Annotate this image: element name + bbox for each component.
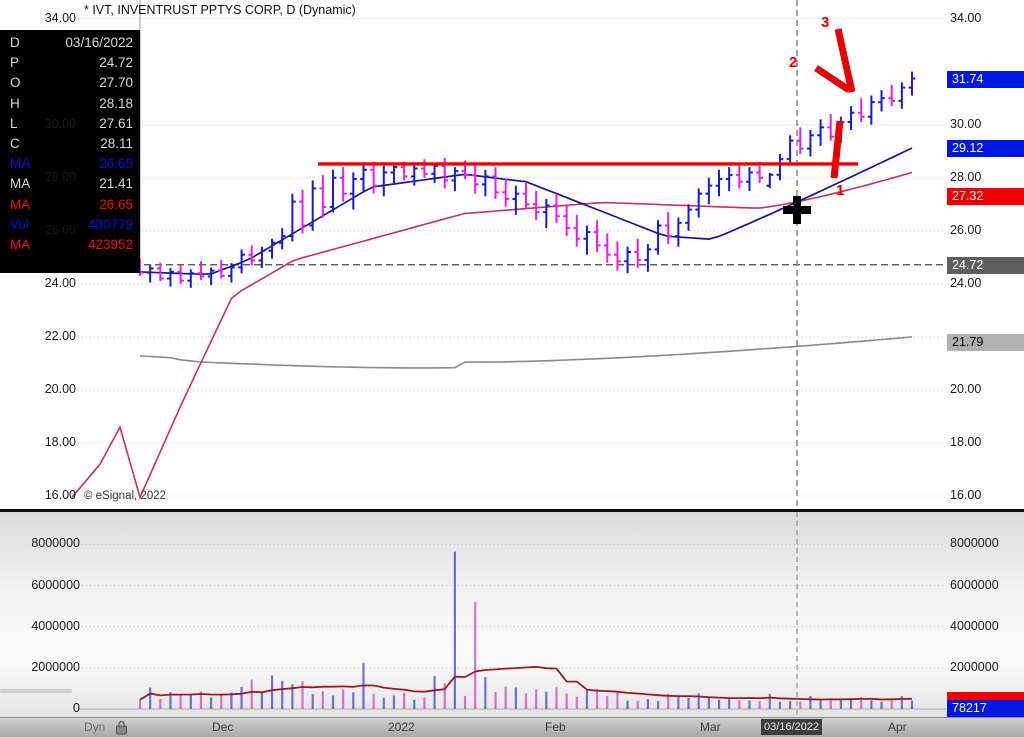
- price-axis-label-left: 20.00: [44, 381, 76, 396]
- data-window-value: 28.11: [100, 136, 133, 152]
- data-window-value: 27.61: [99, 115, 133, 131]
- data-window-key: H: [10, 95, 20, 111]
- data-window-key: MA: [10, 196, 31, 212]
- data-window-value: 423952: [87, 237, 133, 253]
- data-window-value: 26.65: [99, 196, 133, 212]
- annotation-label-1[interactable]: 1: [836, 182, 845, 199]
- price-axis-label-right: 18.00: [950, 434, 982, 449]
- pane-divider: [0, 509, 1024, 512]
- dyn-label[interactable]: Dyn: [84, 720, 106, 734]
- chart-title: * IVT, INVENTRUST PPTYS CORP, D (Dynamic…: [84, 3, 356, 17]
- volume-badge[interactable]: 78217: [947, 700, 1024, 717]
- data-window-row: C 28.11: [0, 134, 140, 154]
- time-axis[interactable]: Dyn Dec 2022 Feb Mar Apr 03/16/2022: [0, 717, 1024, 737]
- price-badge[interactable]: 29.12: [947, 140, 1024, 158]
- data-window-key: O: [10, 75, 21, 91]
- data-window-key: MA: [10, 176, 31, 192]
- price-axis-label-right: 16.00: [950, 488, 982, 503]
- data-window-row: H 28.18: [0, 94, 140, 114]
- price-badge[interactable]: 27.32: [947, 187, 1024, 205]
- time-axis-label[interactable]: Apr: [888, 720, 907, 734]
- data-window-key: MA: [10, 156, 31, 172]
- data-window-value: 03/16/2022: [65, 35, 133, 50]
- data-window-row: MA 26.65: [0, 154, 140, 174]
- price-axis-label-right: 34.00: [950, 10, 982, 25]
- data-window-key: D: [10, 35, 20, 50]
- price-axis-label-left: 18.00: [44, 434, 76, 449]
- time-axis-label[interactable]: Mar: [700, 720, 721, 734]
- price-pane[interactable]: [0, 0, 1024, 509]
- data-window-key: P: [10, 55, 20, 71]
- volume-axis-label-left: 8000000: [31, 536, 80, 551]
- data-window-row: Vol 480779: [0, 215, 140, 235]
- price-badge[interactable]: 21.79: [947, 334, 1024, 352]
- data-window-key: L: [10, 115, 18, 131]
- annotation-label-3[interactable]: 3: [821, 14, 830, 31]
- data-window-legend[interactable]: D 03/16/2022 P 24.72 O 27.70 H 28.18 L 27.61 C 28.1…: [0, 30, 140, 273]
- data-window-row: MA 26.65: [0, 195, 140, 215]
- data-window-value: 24.72: [99, 55, 133, 71]
- price-axis-label-left: 24.00: [44, 275, 76, 290]
- data-window-row: MA 21.41: [0, 174, 140, 194]
- price-axis-label-left: 16.00: [44, 488, 76, 503]
- data-window-row: L 27.61: [0, 114, 140, 134]
- data-window-row: O 27.70: [0, 73, 140, 93]
- data-window-value: 21.41: [99, 176, 133, 192]
- time-axis-label[interactable]: 2022: [388, 720, 415, 734]
- data-window-key: C: [10, 136, 20, 152]
- data-window-value: 480779: [87, 216, 133, 232]
- price-axis-label-right: 20.00: [950, 381, 982, 396]
- time-axis-label[interactable]: Dec: [212, 720, 234, 734]
- volume-axis-label-left: 0: [73, 701, 80, 715]
- price-axis-label-left: 26.00: [44, 222, 76, 237]
- volume-axis-label-left: 2000000: [31, 659, 80, 674]
- time-axis-label[interactable]: Feb: [545, 720, 566, 734]
- data-window-value: 28.18: [99, 95, 133, 111]
- price-axis-label-left: 28.00: [44, 169, 76, 184]
- copyright-notice: © eSignal, 2022: [84, 490, 167, 502]
- data-window-key: Vol: [10, 216, 29, 232]
- data-window-row: D 03/16/2022: [0, 33, 140, 53]
- price-badge[interactable]: 24.72: [947, 256, 1024, 274]
- volume-axis-label-left: 4000000: [31, 618, 80, 633]
- data-window-value: 26.65: [99, 156, 133, 172]
- data-window-row: P 24.72: [0, 53, 140, 73]
- data-window-value: 27.70: [99, 75, 133, 91]
- data-window-key: MA: [10, 237, 31, 253]
- price-axis-label-right: 26.00: [950, 222, 982, 237]
- volume-axis-label-right: 8000000: [950, 536, 999, 551]
- volume-chart-svg: [78, 512, 946, 717]
- price-badge[interactable]: 31.74: [947, 70, 1024, 88]
- price-chart-svg: [71, 0, 946, 509]
- price-axis-label-left: 34.00: [44, 10, 76, 25]
- volume-pane-slider[interactable]: [0, 689, 72, 693]
- volume-axis-label-right: 6000000: [950, 577, 999, 592]
- price-axis-label-right: 28.00: [950, 169, 982, 184]
- price-axis-label-left: 30.00: [44, 116, 76, 131]
- volume-pane[interactable]: [0, 512, 1024, 717]
- data-window-row: MA 423952: [0, 235, 140, 255]
- volume-axis-label-left: 6000000: [31, 577, 80, 592]
- price-axis-label-right: 24.00: [950, 275, 982, 290]
- volume-axis-label-right: 2000000: [950, 659, 999, 674]
- annotation-label-2[interactable]: 2: [789, 54, 798, 71]
- lock-icon[interactable]: [115, 720, 128, 735]
- volume-axis-label-right: 4000000: [950, 618, 999, 633]
- time-axis-selected-date[interactable]: 03/16/2022: [761, 719, 823, 735]
- price-axis-label-right: 30.00: [950, 116, 982, 131]
- price-axis-label-left: 22.00: [44, 328, 76, 343]
